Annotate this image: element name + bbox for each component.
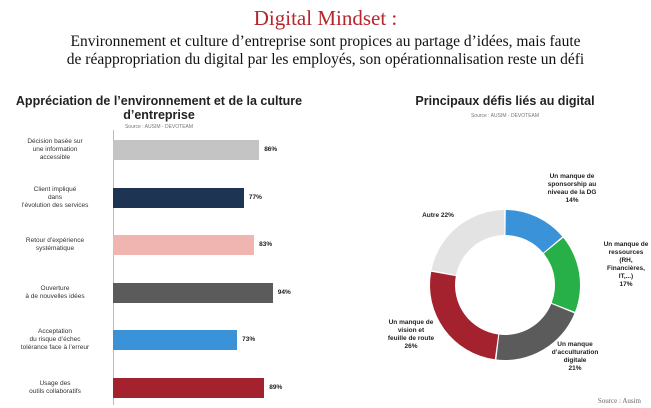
donut-slice-label-line: Un manque de xyxy=(604,241,649,248)
bar-category-label-line: tolérance face à l’erreur xyxy=(20,344,90,351)
bar-category-label-line: l’évolution des services xyxy=(21,201,89,209)
bar-category-label: Acceptation du risque d’échec tolérance fa… xyxy=(0,325,110,355)
bar xyxy=(113,330,238,350)
footer-source: Source : Ausim xyxy=(597,397,641,405)
bar-value-label: 89% xyxy=(269,383,283,391)
bar-row: Client impliqué dans l’évolution des servi… xyxy=(0,183,320,213)
donut-slice-label-line: 14% xyxy=(565,197,578,204)
donut-slice-label: Un manque d’acculturation digitale 21% xyxy=(552,341,599,372)
donut-slice-label: Un manque de ressources (RH, Financières, IT… xyxy=(604,241,649,288)
bar-category-label-line: du risque d’échec xyxy=(29,336,81,343)
bar-chart-source: Source : AUSIM - DEVOTEAM xyxy=(124,124,194,130)
donut-chart-source: Source : AUSIM - DEVOTEAM xyxy=(470,113,540,119)
bar-row: Décision basée sur une information accessi… xyxy=(0,135,320,165)
donut-chart-title: Principaux défis liés au digital xyxy=(415,94,595,108)
bar-row: Ouverture à de nouvelles idées 94% xyxy=(0,278,320,308)
bar-category-label-line: Client impliqué xyxy=(33,185,77,193)
donut-slice-label-line: feuille de route xyxy=(388,335,435,342)
donut-slice-label-line: d’acculturation xyxy=(552,349,599,356)
donut-slice-label: Un manque de sponsorship au niveau de la D… xyxy=(548,173,597,204)
bar-value-label: 83% xyxy=(259,241,273,248)
donut-slice xyxy=(543,237,580,312)
donut-slice-label-line: 26% xyxy=(404,343,417,350)
bar-category-label-line: à de nouvelles idées xyxy=(25,292,85,300)
bar-category-label-line: systématique xyxy=(35,245,75,252)
bar-category-label-line: dans xyxy=(47,193,63,201)
page-title: Digital Mindset : xyxy=(253,6,398,30)
bar xyxy=(113,377,265,398)
bar-category-label-line: Acceptation xyxy=(38,328,72,335)
donut-slice-label-line: vision et xyxy=(398,327,425,334)
donut-slice-label-line: digitale xyxy=(564,357,587,364)
bar-category-label: Ouverture à de nouvelles idées xyxy=(0,278,110,308)
bar xyxy=(113,282,273,303)
donut-slice xyxy=(431,210,505,276)
donut-slice xyxy=(496,303,575,361)
bar xyxy=(113,187,244,208)
donut-slice-label-line: Financières, xyxy=(607,265,645,272)
donut-slice-label-line: Un manque de xyxy=(389,319,434,326)
donut-slice-label-line: Un manque xyxy=(557,341,593,348)
bar-category-label: Client impliqué dans l’évolution des servi… xyxy=(0,183,110,213)
bar-row: Retour d’expérience systématique 83% xyxy=(0,230,320,260)
donut-slice-label-line: sponsorship au xyxy=(548,181,596,188)
bar-category-label-line: Retour d’expérience xyxy=(25,237,85,244)
subtitle-line-2: de réappropriation du digital par les em… xyxy=(66,51,585,68)
bar-row: Acceptation du risque d’échec tolérance fa… xyxy=(0,325,320,355)
donut-slice-label-line: Un manque de xyxy=(550,173,595,180)
bar-value-label: 73% xyxy=(242,336,256,343)
bar-category-label-line: outils collaboratifs xyxy=(29,387,81,395)
bar-category-label: Usage des outils collaboratifs xyxy=(0,373,110,403)
bar-value-label: 77% xyxy=(248,193,262,201)
page-subtitle: Environnement et culture d’entreprise so… xyxy=(0,33,651,69)
donut-slice xyxy=(505,210,563,253)
donut-slice-label-line: 17% xyxy=(619,281,632,288)
bar-chart-title: Appréciation de l’environnement et de la… xyxy=(15,94,303,122)
bar-category-label-line: accessible xyxy=(39,154,71,161)
donut-slice-label: Autre 22% xyxy=(422,212,454,219)
bar xyxy=(113,235,255,255)
bar-category-label-line: une information xyxy=(32,146,78,153)
subtitle-line-1: Environnement et culture d’entreprise so… xyxy=(70,33,581,50)
donut-slice-label-line: (RH, xyxy=(619,257,633,264)
donut-slice-label-line: 21% xyxy=(568,365,581,372)
bar-category-label-line: Ouverture xyxy=(40,284,70,292)
bar-chart-axis xyxy=(113,130,114,405)
bar-value-label: 86% xyxy=(264,146,278,153)
bar-category-label: Décision basée sur une information accessi… xyxy=(0,135,110,165)
bar-category-label-line: Usage des xyxy=(39,379,71,387)
donut-slice-label-line: niveau de la DG xyxy=(548,189,597,196)
donut-slice xyxy=(430,271,499,360)
donut-slice-label-line: IT,...) xyxy=(619,273,633,280)
bar-value-label: 94% xyxy=(277,288,291,296)
bar-category-label-line: Décision basée sur xyxy=(27,138,83,145)
donut-slice-label-line: Autre 22% xyxy=(422,212,454,219)
bar-category-label: Retour d’expérience systématique xyxy=(0,230,110,260)
bar-row: Usage des outils collaboratifs 89% xyxy=(0,373,320,403)
bar xyxy=(113,140,260,160)
donut-slice-label: Un manque de vision et feuille de route 26% xyxy=(388,319,435,350)
donut-slice-label-line: ressources xyxy=(609,249,644,256)
